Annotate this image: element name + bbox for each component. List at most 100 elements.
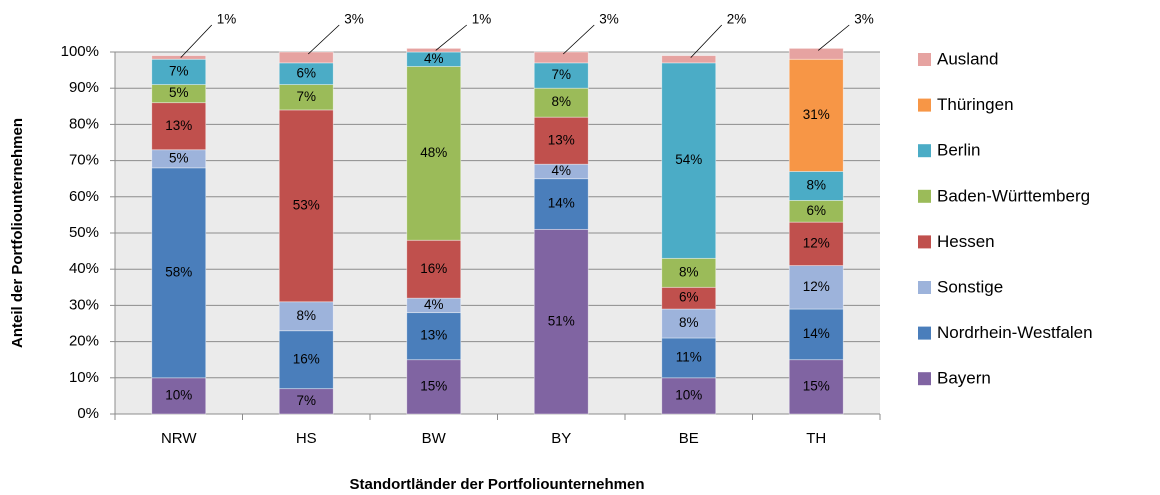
- bar-segment: [406, 66, 462, 241]
- data-label: 3%: [344, 12, 364, 27]
- x-tick-label: BE: [679, 430, 699, 447]
- bar-segment: [533, 51, 589, 64]
- data-label: 58%: [165, 264, 192, 279]
- legend-label: Thüringen: [937, 95, 1014, 114]
- bar-segment: [278, 51, 334, 64]
- bar-segment: [661, 337, 717, 379]
- data-label: 16%: [420, 261, 447, 276]
- bar-segment: [661, 257, 717, 288]
- bar-segment: [788, 221, 844, 266]
- legend-swatch: [918, 53, 931, 66]
- data-label: 11%: [676, 349, 702, 364]
- legend-label: Nordrhein-Westfalen: [937, 323, 1093, 342]
- legend-label: Bayern: [937, 369, 991, 388]
- data-label: 8%: [296, 308, 316, 323]
- legend-swatch: [918, 235, 931, 249]
- data-label: 4%: [424, 297, 444, 312]
- bar-segment: [151, 58, 207, 85]
- data-label: 31%: [803, 107, 830, 122]
- legend-swatch: [918, 372, 931, 386]
- legend-label: Berlin: [937, 141, 980, 160]
- bar-segment: [406, 359, 462, 415]
- data-label: 8%: [806, 178, 826, 193]
- legend-label: Sonstige: [937, 277, 1003, 296]
- bar-segment: [533, 178, 589, 230]
- data-label: 8%: [679, 264, 699, 279]
- data-label: 8%: [679, 315, 699, 330]
- data-label: 2%: [727, 12, 747, 27]
- bar-segment: [788, 58, 844, 172]
- data-label: 13%: [548, 132, 575, 147]
- leader-line: [180, 24, 213, 58]
- bar-segment: [278, 84, 334, 111]
- x-tick-label: BY: [551, 430, 571, 447]
- data-label: 7%: [296, 89, 316, 104]
- y-tick-label: 10%: [69, 369, 99, 386]
- data-label: 10%: [165, 387, 192, 402]
- bar-segment: [788, 171, 844, 201]
- y-axis-title: Anteil der Portfoliounternehmen: [9, 118, 26, 348]
- data-label: 7%: [169, 63, 189, 78]
- bar-segment: [788, 47, 844, 60]
- data-label: 7%: [296, 393, 316, 408]
- x-tick-label: TH: [806, 430, 826, 447]
- data-label: 6%: [679, 290, 699, 305]
- data-label: 10%: [675, 387, 702, 402]
- y-tick-label: 90%: [69, 79, 99, 96]
- data-label: 15%: [803, 378, 830, 393]
- data-label: 14%: [548, 196, 575, 211]
- y-tick-label: 50%: [69, 224, 99, 241]
- data-label: 53%: [293, 197, 320, 212]
- y-tick-label: 30%: [69, 296, 99, 313]
- leader-line: [435, 24, 468, 51]
- data-label: 15%: [420, 378, 447, 393]
- y-tick-label: 40%: [69, 260, 99, 277]
- bar-segment: [661, 377, 717, 415]
- bar-segment: [151, 167, 207, 379]
- data-label: 3%: [599, 12, 619, 27]
- legend-swatch: [918, 98, 931, 112]
- data-label: 5%: [169, 85, 189, 100]
- legend-swatch: [918, 326, 931, 340]
- data-label: 16%: [293, 351, 320, 366]
- x-tick-label: HS: [296, 430, 317, 447]
- legend-label: Hessen: [937, 232, 995, 251]
- leader-line: [690, 24, 723, 58]
- data-label: 3%: [854, 12, 874, 27]
- y-tick-label: 70%: [69, 152, 99, 169]
- data-label: 51%: [548, 313, 575, 328]
- y-tick-label: 0%: [77, 405, 99, 422]
- legend-swatch: [918, 281, 931, 294]
- legend-label: Ausland: [937, 49, 998, 68]
- data-label: 13%: [165, 118, 192, 133]
- data-label: 4%: [551, 163, 571, 178]
- bar-segment: [661, 62, 717, 259]
- bar-segment: [533, 87, 589, 118]
- bar-segment: [278, 301, 334, 332]
- legend-swatch: [918, 189, 931, 203]
- bar-segment: [151, 55, 207, 60]
- leader-line: [562, 24, 595, 55]
- leader-line: [817, 24, 850, 51]
- bar-segment: [533, 62, 589, 89]
- bar-segment: [661, 55, 717, 64]
- y-tick-label: 20%: [69, 333, 99, 350]
- y-tick-label: 60%: [69, 188, 99, 205]
- bar-segment: [406, 239, 462, 299]
- bar-segment: [151, 102, 207, 151]
- data-label: 48%: [420, 145, 447, 160]
- data-label: 1%: [472, 12, 492, 27]
- data-label: 54%: [675, 152, 702, 167]
- data-label: 1%: [217, 12, 237, 27]
- bar-segment: [533, 228, 589, 415]
- x-tick-label: BW: [422, 430, 447, 447]
- data-label: 12%: [803, 235, 830, 250]
- bar-segment: [788, 359, 844, 415]
- y-tick-label: 100%: [61, 43, 99, 60]
- legend-swatch: [918, 144, 931, 158]
- bar-segment: [278, 109, 334, 303]
- bar-segment: [278, 388, 334, 415]
- data-label: 6%: [806, 203, 826, 218]
- bar-segment: [788, 308, 844, 361]
